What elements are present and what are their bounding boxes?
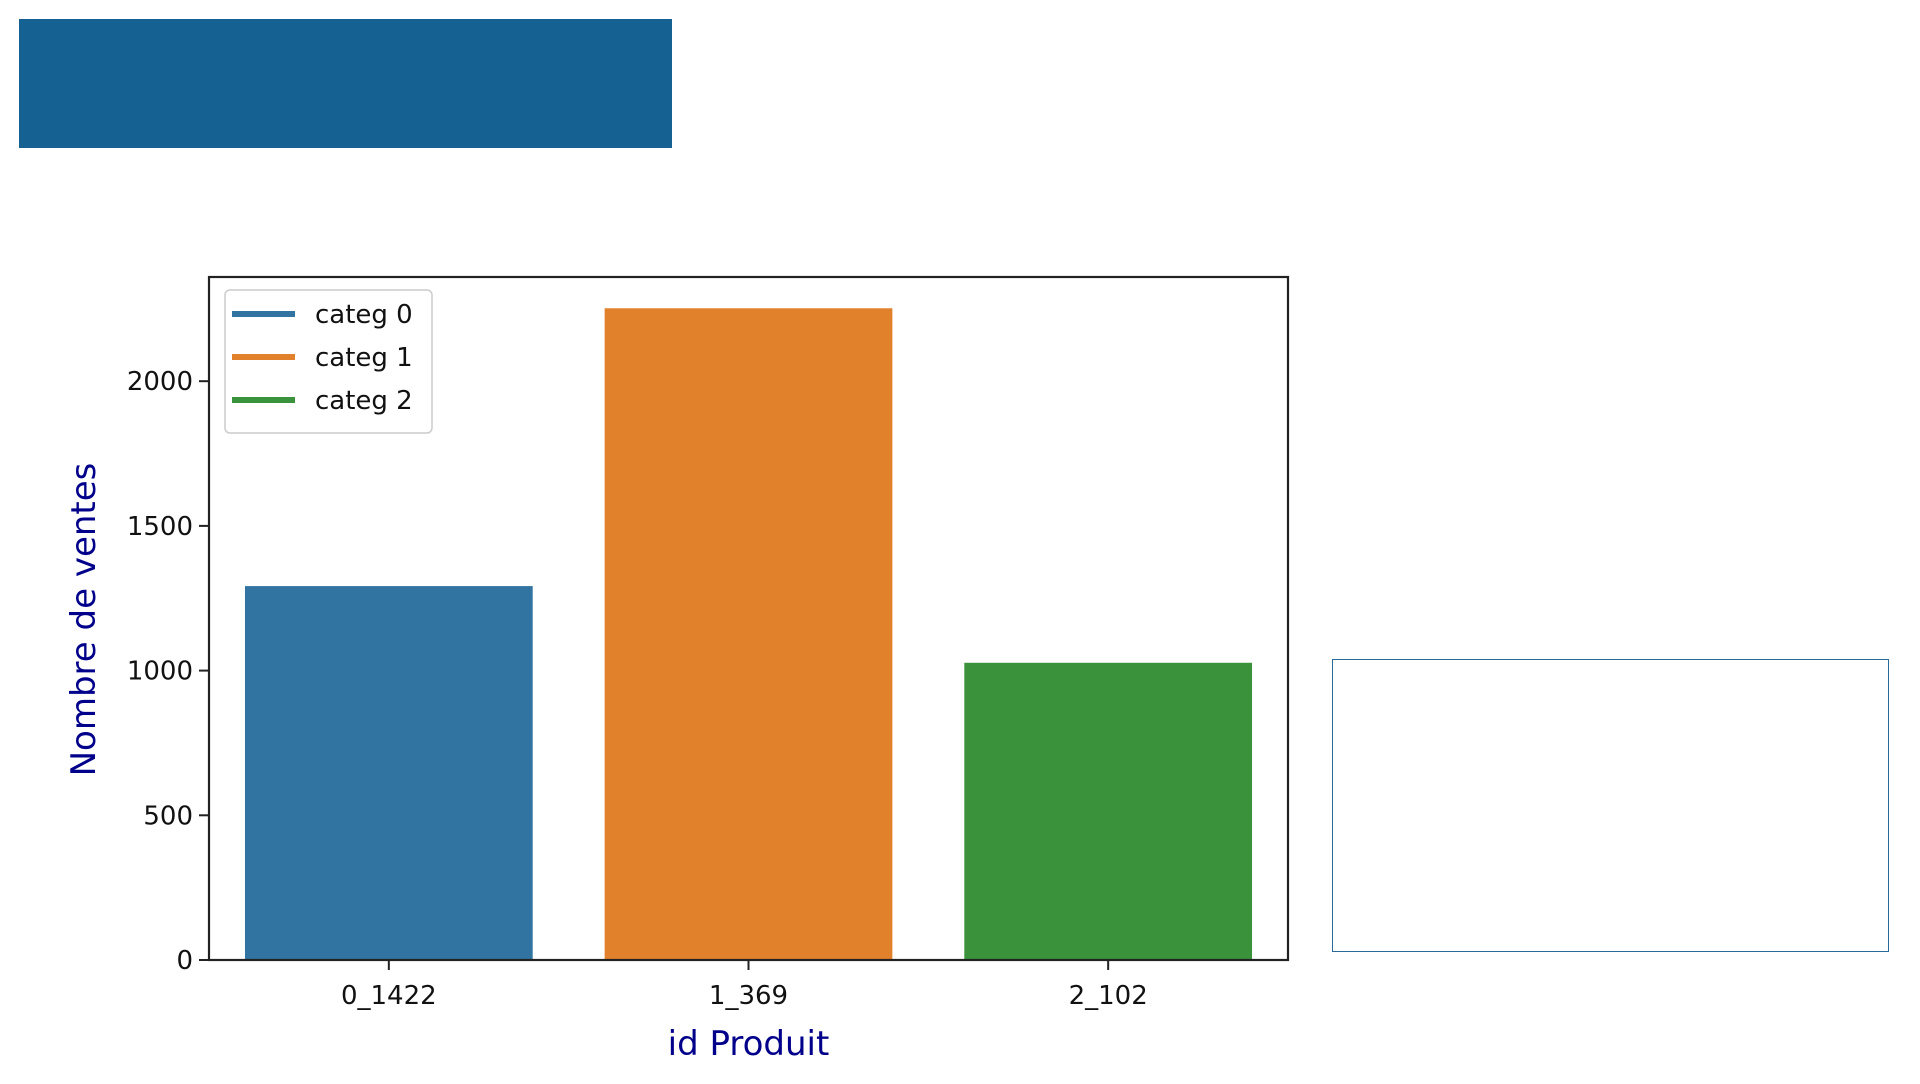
bar-0_1422 xyxy=(244,586,533,960)
y-tick-label: 1000 xyxy=(127,657,193,687)
x-axis-label: id Produit xyxy=(668,1024,830,1064)
x-tick-label: 1_369 xyxy=(709,981,788,1011)
legend: categ 0 categ 1 categ 2 xyxy=(224,289,433,434)
x-tick-label: 2_102 xyxy=(1069,981,1148,1011)
y-tick-label: 1500 xyxy=(127,512,193,542)
legend-label: categ 1 xyxy=(315,343,413,373)
legend-label: categ 2 xyxy=(315,386,413,416)
y-tick-label: 0 xyxy=(176,946,193,976)
bar-2_102 xyxy=(964,662,1253,960)
y-tick-label: 500 xyxy=(143,801,193,831)
legend-label: categ 0 xyxy=(315,300,413,330)
side-panel-box xyxy=(1332,659,1889,952)
bar-1_369 xyxy=(604,308,893,960)
x-tick-label: 0_1422 xyxy=(341,981,437,1011)
y-axis-label: Nombre de ventes xyxy=(64,463,104,777)
bars-group xyxy=(244,308,1253,960)
y-tick-label: 2000 xyxy=(127,367,193,397)
title-banner xyxy=(19,19,672,148)
y-axis-ticks: 0 500 1000 1500 2000 xyxy=(127,367,209,976)
x-axis-ticks: 0_1422 1_369 2_102 xyxy=(341,960,1148,1011)
plot-frame xyxy=(207,275,1290,962)
